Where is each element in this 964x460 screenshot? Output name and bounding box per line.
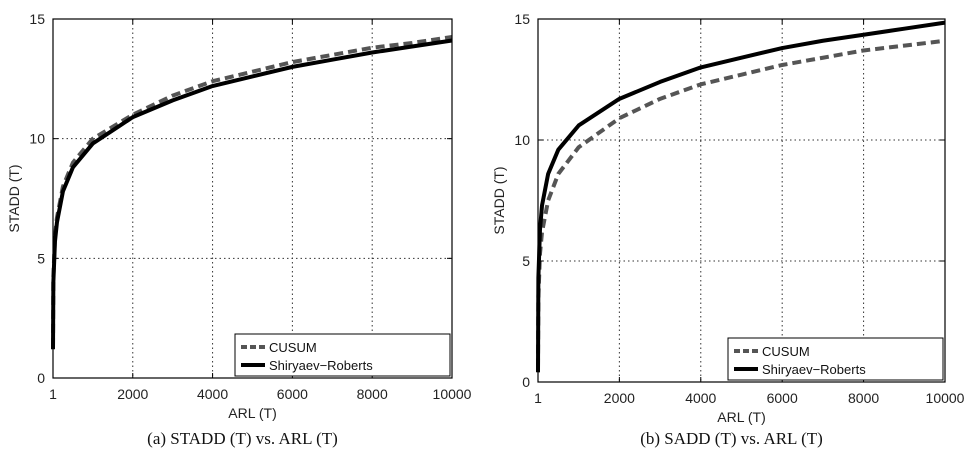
- legend: CUSUM Shiryaev−Roberts: [234, 333, 451, 377]
- legend-label: Shiryaev−Roberts: [269, 358, 373, 373]
- figure-caption: (a) STADD (T) vs. ARL (T): [147, 429, 338, 448]
- plot-area: [53, 19, 452, 378]
- legend-label: CUSUM: [762, 344, 810, 359]
- series-line-shiryaev-roberts: [51, 38, 453, 350]
- x-tick-label: 8000: [357, 386, 388, 402]
- y-tick-label: 10: [514, 132, 530, 148]
- x-tick-label: 4000: [685, 390, 716, 406]
- axes-frame: [52, 18, 453, 379]
- series-line-cusum: [536, 38, 946, 368]
- x-tick-label: 2000: [117, 386, 148, 402]
- legend-box: [234, 333, 451, 377]
- y-tick-label: 10: [29, 131, 45, 147]
- x-tick-label: 10000: [926, 390, 964, 406]
- y-axis-label: STADD (T): [6, 164, 22, 232]
- y-tick-label: 5: [37, 250, 45, 266]
- y-tick-label: 0: [37, 370, 45, 386]
- x-axis-label: ARL (T): [717, 409, 765, 425]
- y-tick-label: 0: [522, 374, 530, 390]
- x-tick-label: 8000: [848, 390, 879, 406]
- legend-box: [727, 337, 944, 381]
- legend-label: Shiryaev−Roberts: [762, 362, 866, 377]
- legend-label: CUSUM: [269, 340, 317, 355]
- y-tick-label: 15: [29, 11, 45, 27]
- x-axis-label: ARL (T): [228, 405, 276, 421]
- y-axis-label: STADD (T): [491, 166, 507, 234]
- x-tick-label: 2000: [604, 390, 635, 406]
- legend: CUSUM Shiryaev−Roberts: [727, 337, 944, 381]
- x-tick-label: 6000: [277, 386, 308, 402]
- axes-frame: [537, 18, 946, 383]
- chart-panel-b: 1 2000 4000 6000 8000 10000 0 5 10 15 ARL (T) STADD…: [491, 11, 964, 448]
- plot-area: [538, 19, 945, 382]
- y-tick-label: 5: [522, 253, 530, 269]
- chart-panel-a: 1 2000 4000 6000 8000 10000 0 5 10 15 ARL (T) STADD…: [6, 11, 472, 448]
- x-tick-label: 10000: [433, 386, 472, 402]
- x-tick-label: 1: [49, 386, 57, 402]
- x-tick-label: 1: [534, 390, 542, 406]
- y-tick-label: 15: [514, 11, 530, 27]
- series-line-shiryaev-roberts: [536, 20, 946, 373]
- x-tick-label: 6000: [767, 390, 798, 406]
- figure-caption: (b) SADD (T) vs. ARL (T): [640, 429, 823, 448]
- x-tick-label: 4000: [197, 386, 228, 402]
